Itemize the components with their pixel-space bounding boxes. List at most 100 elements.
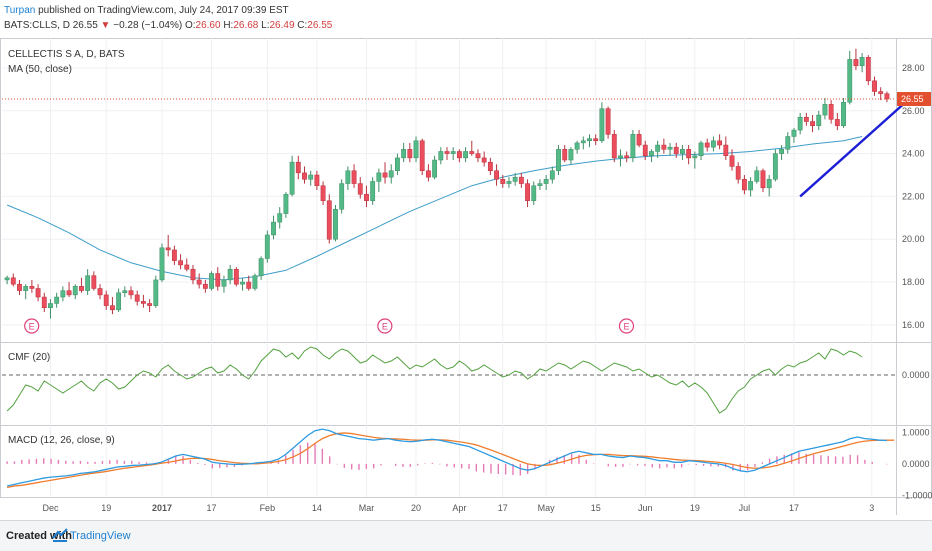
candle-body (537, 183, 543, 186)
time-tick-label: 14 (312, 503, 322, 513)
candle-body (233, 268, 239, 285)
candle-body (23, 286, 29, 291)
candle-body (847, 59, 853, 103)
created-with-label: Created with (6, 530, 73, 542)
candle-body (122, 290, 128, 294)
candle-body (865, 57, 871, 82)
candle-body (704, 142, 710, 148)
candle-body (79, 286, 84, 291)
candle-body (711, 140, 716, 148)
macd-pane-title: MACD (12, 26, close, 9) (8, 435, 115, 446)
time-tick-label: Jul (739, 503, 751, 513)
candle-body (178, 260, 183, 266)
candle-body (413, 140, 419, 159)
time-tick-label: 17 (789, 503, 799, 513)
macd-tick-label: 1.0000 (902, 427, 930, 437)
candle-body (760, 170, 766, 189)
earnings-label: E (382, 322, 388, 332)
candle-body (357, 183, 363, 195)
author-link[interactable]: Turpan (4, 5, 36, 16)
candle-body (803, 116, 809, 122)
candle-body (140, 301, 146, 304)
candle-body (816, 114, 822, 127)
price-tick-label: 22.00 (902, 191, 925, 201)
cmf-pane-title: CMF (20) (8, 352, 50, 363)
candle-body (289, 161, 295, 195)
candle-body (525, 183, 530, 201)
candle-body (772, 153, 778, 180)
cmf-tick-label: 0.0000 (902, 370, 930, 380)
candle-body (605, 108, 611, 135)
candle-body (779, 149, 784, 154)
earnings-icon (24, 318, 40, 334)
candle-body (884, 93, 890, 100)
candle-body (432, 159, 438, 178)
chart-canvas: 16.00 18.00 20.00 22.00 24.00 26.00 28.00 Dec 19… (0, 38, 932, 515)
candle-body (661, 144, 667, 150)
time-tick-label: 19 (690, 503, 700, 513)
candle-body (351, 170, 357, 184)
candle-body (128, 290, 134, 296)
candle-body (481, 157, 487, 163)
price-tick-label: 28.00 (902, 63, 925, 73)
candle-body (618, 155, 623, 159)
candle-body (680, 149, 685, 154)
candle-body (227, 268, 233, 281)
time-tick-label: May (538, 503, 556, 513)
candle-body (729, 155, 735, 167)
candle-body (419, 140, 425, 171)
time-tick-label: Mar (359, 503, 375, 513)
candle-body (624, 155, 630, 159)
price-tick-label: 16.00 (902, 320, 925, 330)
candle-body (841, 101, 846, 127)
symbol-label: BATS:CLLS, D (4, 20, 70, 31)
candle-body (333, 209, 338, 240)
candle-body (593, 138, 599, 142)
macd-tick-label: -1.0000 (902, 490, 932, 500)
candle-body (326, 200, 332, 240)
candle-body (258, 258, 264, 276)
candle-body (655, 144, 661, 152)
last-price-badge (897, 92, 931, 107)
candle-body (463, 151, 469, 159)
time-tick-label: 17 (498, 503, 508, 513)
macd-tick-label: 0.0000 (902, 459, 930, 469)
candle-body (277, 213, 283, 223)
candle-body (196, 279, 202, 285)
time-tick-label: Apr (452, 503, 466, 513)
candle-body (556, 149, 561, 171)
candle-body (271, 221, 276, 236)
candle-body (444, 151, 450, 154)
candle-body (494, 170, 499, 180)
candle-body (450, 151, 456, 154)
candle-body (29, 286, 35, 289)
candle-body (85, 275, 91, 291)
price-tick-label: 18.00 (902, 277, 925, 287)
candle-body (549, 170, 555, 180)
price-tick-label: 20.00 (902, 234, 925, 244)
candle-body (17, 283, 22, 291)
candle-body (60, 290, 66, 298)
candle-body (382, 172, 388, 178)
candle-body (345, 170, 351, 184)
candle-body (91, 275, 97, 289)
down-arrow-icon: ▼ (100, 20, 111, 31)
candle-body (754, 170, 760, 182)
time-tick-label: 20 (411, 503, 421, 513)
earnings-label: E (623, 322, 629, 332)
candle-body (66, 290, 72, 296)
candle-body (859, 57, 865, 67)
candle-body (295, 161, 301, 174)
candle-body (438, 151, 444, 161)
candle-body (543, 179, 549, 184)
candle-body (741, 179, 747, 191)
open-label: O: (184, 20, 196, 31)
candle-body (48, 303, 53, 308)
candle-body (240, 281, 245, 285)
candle-body (153, 279, 159, 306)
candle-body (190, 268, 196, 281)
tradingview-brand-link[interactable]: TradingView (70, 530, 131, 542)
time-tick-label: 3 (869, 503, 874, 513)
open-value: 26.60 (195, 20, 221, 31)
candle-body (611, 134, 617, 159)
